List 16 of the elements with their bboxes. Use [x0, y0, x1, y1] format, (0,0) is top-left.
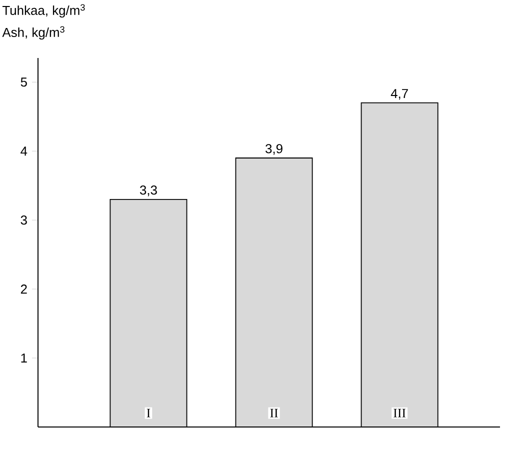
bar — [236, 158, 312, 427]
y-tick-label: 1 — [21, 354, 27, 362]
y-tick-label: 2 — [20, 284, 27, 294]
x-tick-label: I — [146, 408, 150, 418]
data-label: 3,3 — [140, 185, 157, 196]
y-tick-label: 4 — [20, 146, 28, 156]
bar — [360, 102, 438, 427]
y-tick-label: 5 — [20, 78, 27, 87]
y-tick-label: 3 — [20, 215, 27, 225]
bar — [110, 199, 187, 427]
y-axis-title: Tuhkaa, kg/m$^{3}$ — [2, 4, 85, 18]
text: Ash, kg/m$^{3}$ — [2, 26, 64, 40]
data-label: 3,9 — [266, 144, 282, 155]
x-tick-label: III — [394, 408, 406, 418]
data-label: 4,7 — [390, 89, 408, 100]
x-tick-label: II — [270, 408, 278, 418]
